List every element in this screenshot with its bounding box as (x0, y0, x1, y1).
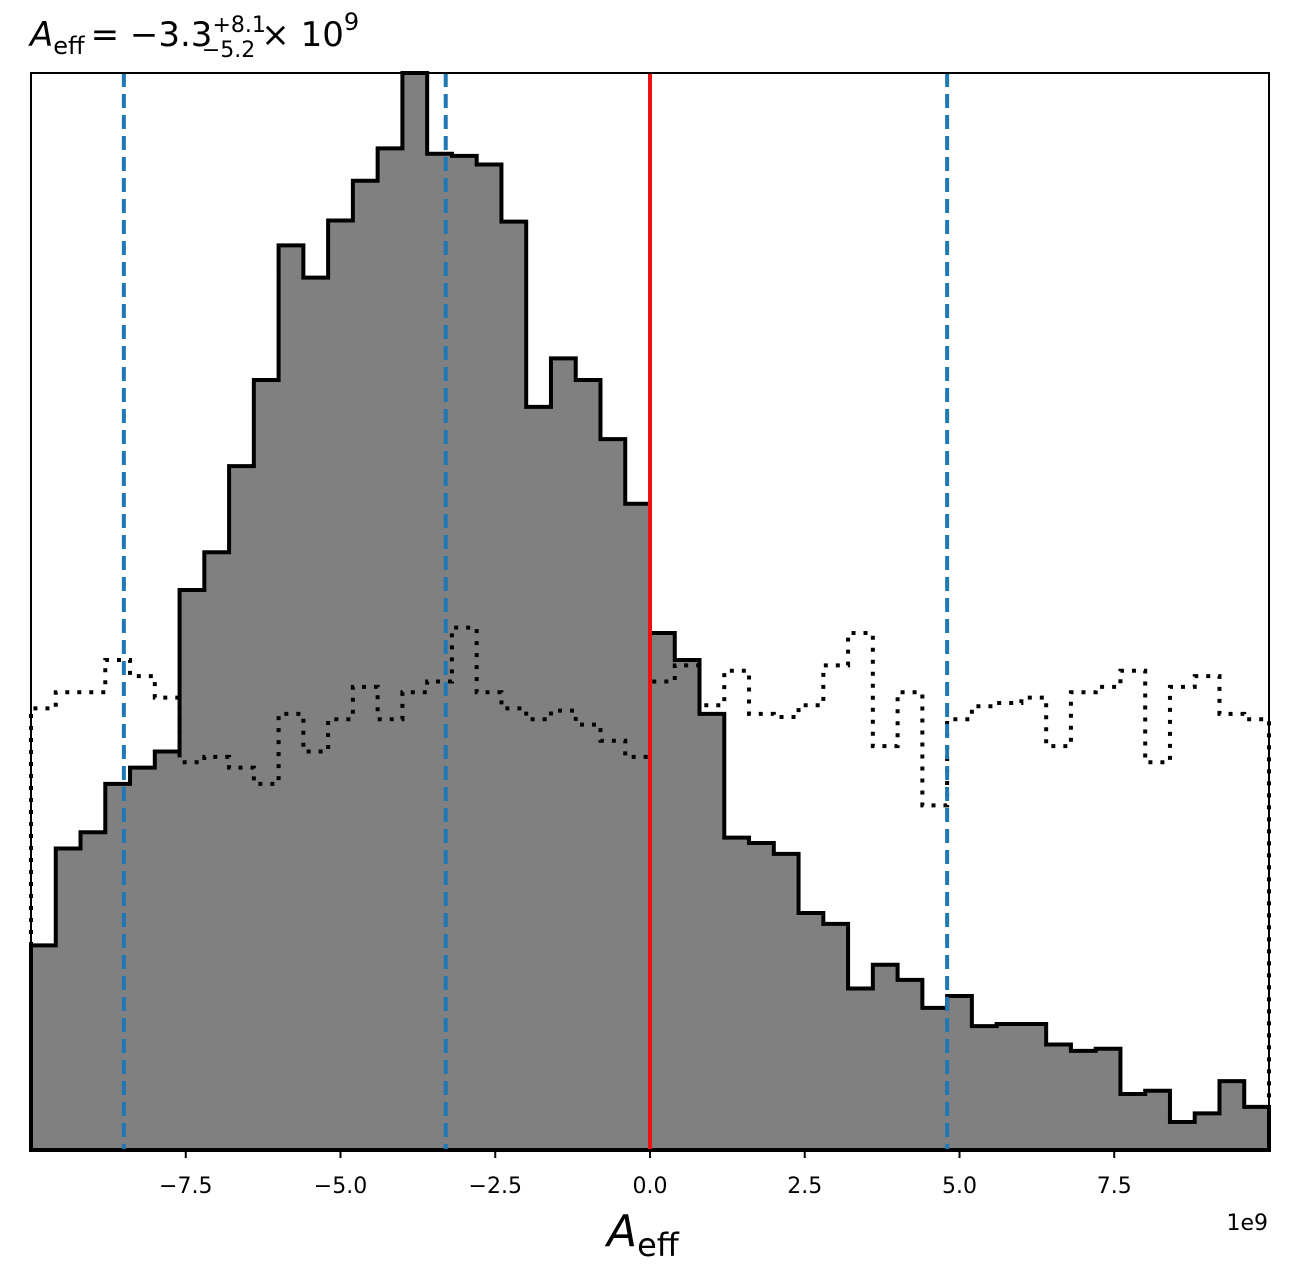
histogram-bar (971, 1026, 998, 1150)
title-symbol: A (28, 15, 53, 55)
axes: −7.5 −5.0 −2.5 0.0 2.5 5.0 7.5 (30, 72, 1270, 1199)
chart-title: Aeff = −3.3+8.1 −5.2 × 109 (28, 8, 359, 63)
histogram-bar (773, 853, 800, 1150)
histogram-bar (105, 783, 131, 1150)
histogram-bar (575, 379, 602, 1150)
title-exponent: 9 (344, 8, 359, 36)
histogram-bar (1095, 1048, 1122, 1150)
histogram-bar (922, 1007, 948, 1150)
histogram-bar (1169, 1121, 1196, 1150)
histogram-bar (996, 1023, 1022, 1150)
histogram-bar (724, 837, 750, 1150)
x-tick-label: 0.0 (633, 1174, 668, 1199)
histogram-bar (526, 406, 552, 1150)
histogram-bar (674, 659, 701, 1150)
histogram-bar (1244, 1106, 1270, 1150)
histogram-bar (253, 379, 280, 1150)
title-symbol-subscript: eff (53, 32, 85, 60)
x-tick-label: −7.5 (159, 1174, 212, 1199)
histogram-bar (402, 73, 428, 1150)
x-axis-label: Aeff (604, 1206, 680, 1264)
x-tick-label: 2.5 (787, 1174, 822, 1199)
histogram-bar (625, 503, 651, 1150)
title-value: = −3.3 (91, 15, 213, 55)
histogram-bar (451, 155, 478, 1150)
histogram-bar (1194, 1113, 1221, 1150)
x-axis-offset-text: 1e9 (1226, 1211, 1268, 1236)
histogram-bar (377, 148, 403, 1150)
histogram-bar (130, 767, 156, 1150)
histogram-bar (798, 913, 824, 1150)
histogram-bar (179, 589, 205, 1150)
x-tick-label: −5.0 (314, 1174, 367, 1199)
histogram-bar (501, 221, 527, 1151)
x-tick-label: 7.5 (1097, 1174, 1132, 1199)
histogram-bar (1046, 1044, 1072, 1150)
histogram-bar (947, 995, 973, 1150)
title-times: × 10 (261, 15, 344, 55)
histogram-bar (1120, 1093, 1146, 1150)
histogram-bar (897, 979, 923, 1150)
histogram-bar (55, 848, 82, 1150)
plot-area (29, 71, 1271, 1152)
histogram-bar (1219, 1081, 1245, 1150)
histogram-bar (278, 245, 304, 1150)
histogram-bar (154, 751, 181, 1150)
histogram-bar (80, 832, 106, 1150)
histogram-bar (303, 277, 329, 1150)
histogram-bar (872, 964, 899, 1150)
histogram-bar (749, 843, 775, 1150)
histogram-bar (1021, 1023, 1047, 1150)
histogram-bar (1145, 1090, 1171, 1150)
reference-lines (121, 73, 950, 1150)
histogram-bar (476, 164, 503, 1151)
histogram-bar (31, 945, 57, 1150)
histogram-bar (699, 713, 725, 1150)
histogram-bar (328, 220, 354, 1150)
histogram-bar (550, 358, 577, 1150)
histogram-bar (823, 923, 849, 1150)
title-upper-error: +8.1 (212, 13, 265, 38)
x-tick-label: −2.5 (469, 1174, 522, 1199)
x-axis-symbol: A (604, 1206, 637, 1257)
histogram-bar (650, 633, 676, 1150)
histogram-bar (1070, 1050, 1097, 1150)
histogram-bar (600, 439, 626, 1150)
histogram-bar (848, 988, 874, 1150)
title-lower-error: −5.2 (202, 38, 255, 63)
x-axis-subscript: eff (637, 1226, 680, 1264)
histogram-bar (204, 552, 230, 1150)
x-tick-label: 5.0 (942, 1174, 977, 1199)
histogram-bar (427, 153, 453, 1150)
histogram-bar (352, 180, 379, 1150)
histogram-bar (229, 466, 255, 1151)
